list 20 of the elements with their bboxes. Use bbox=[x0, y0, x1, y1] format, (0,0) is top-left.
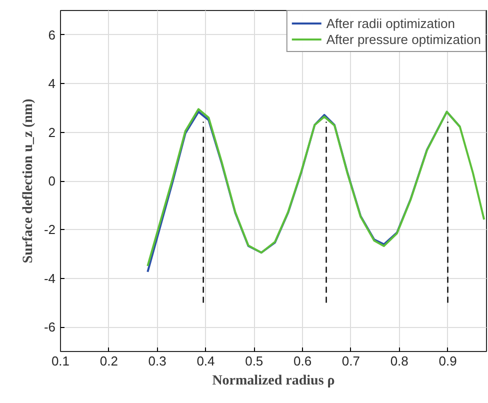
y-tick-label: 0 bbox=[48, 174, 56, 188]
x-tick-label: 0.3 bbox=[148, 354, 166, 368]
y-tick-label: -4 bbox=[44, 270, 56, 286]
x-tick-label: 0.8 bbox=[390, 354, 408, 368]
x-axis-title: Normalized radius ρ bbox=[212, 374, 335, 388]
legend-label: After pressure optimization bbox=[326, 31, 481, 47]
x-tick-label: 0.1 bbox=[51, 354, 70, 368]
y-tick-label: 2 bbox=[48, 124, 56, 140]
y-tick-label: 6 bbox=[48, 27, 56, 42]
y-axis-title: Surface deflection u_z (nm) bbox=[20, 98, 36, 264]
x-tick-label: 0.4 bbox=[196, 354, 215, 368]
y-tick-label: 4 bbox=[48, 76, 56, 92]
y-tick-label: -6 bbox=[44, 320, 56, 335]
x-tick-label: 0.9 bbox=[438, 354, 457, 368]
x-tick-label: 0.7 bbox=[342, 354, 360, 368]
legend-label: After radii optimization bbox=[326, 15, 455, 31]
x-tick-label: 0.6 bbox=[294, 354, 312, 368]
x-tick-label: 0.2 bbox=[100, 354, 118, 368]
y-tick-label: -2 bbox=[44, 222, 56, 238]
x-tick-label: 0.5 bbox=[245, 354, 264, 368]
